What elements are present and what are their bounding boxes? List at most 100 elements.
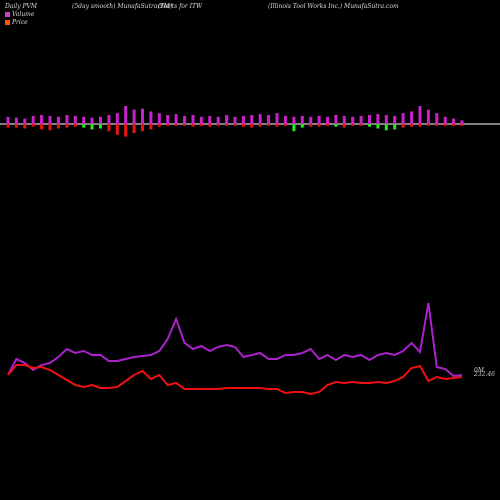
volume-bar-up xyxy=(166,115,170,124)
chart-source-label: (5day smooth) MunafaSutra(TM) xyxy=(72,3,173,10)
volume-bar-up xyxy=(115,113,119,124)
volume-bar-down xyxy=(426,124,430,126)
pvm-series-line xyxy=(7,302,463,378)
volume-bar-up xyxy=(283,115,287,124)
volume-bar-up xyxy=(452,118,456,124)
price-end-label: 232.46 xyxy=(473,371,495,378)
volume-bar-up xyxy=(149,111,153,124)
volume-bar-down xyxy=(183,124,187,126)
volume-bar-down xyxy=(56,124,60,129)
volume-bar-down xyxy=(82,124,86,128)
volume-bar-up xyxy=(124,106,128,124)
volume-bar-up xyxy=(418,106,422,124)
volume-bar-down xyxy=(191,124,195,127)
volume-bar-down xyxy=(99,124,102,129)
volume-bar-up xyxy=(208,115,212,124)
volume-bar-up xyxy=(132,109,136,124)
volume-bar-down xyxy=(460,124,464,126)
volume-bar-down xyxy=(368,124,371,127)
volume-bar-down xyxy=(283,124,287,126)
volume-bar-up xyxy=(73,115,77,124)
volume-bar-up xyxy=(376,114,380,124)
volume-bar-down xyxy=(326,124,329,126)
volume-bar-down xyxy=(6,124,10,128)
legend-volume-label: Volume xyxy=(12,11,35,18)
volume-bar-up xyxy=(384,115,388,124)
volume-bar-up xyxy=(216,116,220,124)
volume-bar-down xyxy=(376,124,380,129)
volume-bar-up xyxy=(82,116,86,124)
volume-bar-down xyxy=(401,124,405,128)
volume-bar-up xyxy=(443,116,447,124)
volume-bar-down xyxy=(48,124,52,131)
legend-price: Price xyxy=(5,19,28,26)
volume-bar-up xyxy=(267,115,271,124)
volume-bar-up xyxy=(141,108,144,124)
volume-bar-down xyxy=(359,124,363,126)
volume-bar-up xyxy=(107,115,111,124)
volume-bar-down xyxy=(157,124,161,127)
volume-bar-down xyxy=(241,124,245,127)
volume-bar-up xyxy=(199,116,203,124)
volume-bar-up xyxy=(183,115,187,124)
volume-bar-up xyxy=(65,115,69,124)
volume-bar-up xyxy=(250,115,254,124)
volume-bar-down xyxy=(14,124,18,128)
volume-bar-down xyxy=(250,124,254,128)
volume-bars xyxy=(6,106,464,137)
volume-bar-down xyxy=(166,124,170,126)
volume-bar-up xyxy=(326,116,329,124)
volume-bar-down xyxy=(23,124,27,129)
volume-bar-up xyxy=(368,115,371,124)
volume-bar-up xyxy=(435,113,439,124)
volume-bar-down xyxy=(216,124,220,126)
volume-bar-up xyxy=(351,116,355,124)
volume-bar-up xyxy=(233,116,237,124)
chart-type-label: Daily PVM xyxy=(5,3,38,10)
volume-bar-up xyxy=(40,115,44,124)
volume-bar-down xyxy=(275,124,279,127)
volume-bar-down xyxy=(267,124,271,126)
volume-bar-down xyxy=(418,124,422,127)
volume-bar-down xyxy=(199,124,203,126)
volume-bar-down xyxy=(141,124,144,132)
volume-bar-down xyxy=(65,124,69,128)
volume-bar-down xyxy=(452,124,456,126)
volume-bar-up xyxy=(241,115,245,124)
volume-bar-down xyxy=(334,124,338,127)
company-label: (Illinois Tool Works Inc.) MunafaSutra.c… xyxy=(268,3,399,10)
volume-bar-down xyxy=(393,124,397,130)
volume-bar-down xyxy=(132,124,136,133)
volume-bar-down xyxy=(115,124,119,135)
chart-symbol-label: charts for ITW xyxy=(158,3,203,10)
volume-bar-up xyxy=(460,120,464,124)
volume-bar-down xyxy=(384,124,388,131)
volume-bar-up xyxy=(90,117,94,124)
volume-bar-down xyxy=(40,124,44,130)
volume-bar-down xyxy=(443,124,447,126)
volume-bar-down xyxy=(107,124,111,132)
volume-bar-down xyxy=(309,124,313,127)
volume-bar-down xyxy=(233,124,237,126)
volume-bar-up xyxy=(157,113,161,124)
price-series-line xyxy=(7,364,463,396)
pvm-end-label: 0M xyxy=(474,367,485,374)
volume-bar-up xyxy=(258,114,262,124)
volume-bar-up xyxy=(300,115,304,124)
volume-bar-up xyxy=(174,114,178,124)
volume-bar-up xyxy=(99,116,102,124)
volume-bar-up xyxy=(56,116,60,124)
volume-bar-up xyxy=(23,118,27,124)
volume-bar-up xyxy=(342,115,346,124)
volume-bar-up xyxy=(334,115,338,124)
volume-bar-up xyxy=(14,117,18,124)
volume-bar-down xyxy=(342,124,346,128)
volume-bar-up xyxy=(317,115,321,124)
volume-bar-up xyxy=(225,115,229,124)
volume-bar-down xyxy=(90,124,94,130)
volume-bar-up xyxy=(359,115,363,124)
volume-bar-up xyxy=(401,113,405,124)
legend-price-swatch xyxy=(5,20,10,25)
volume-bar-up xyxy=(426,109,430,124)
